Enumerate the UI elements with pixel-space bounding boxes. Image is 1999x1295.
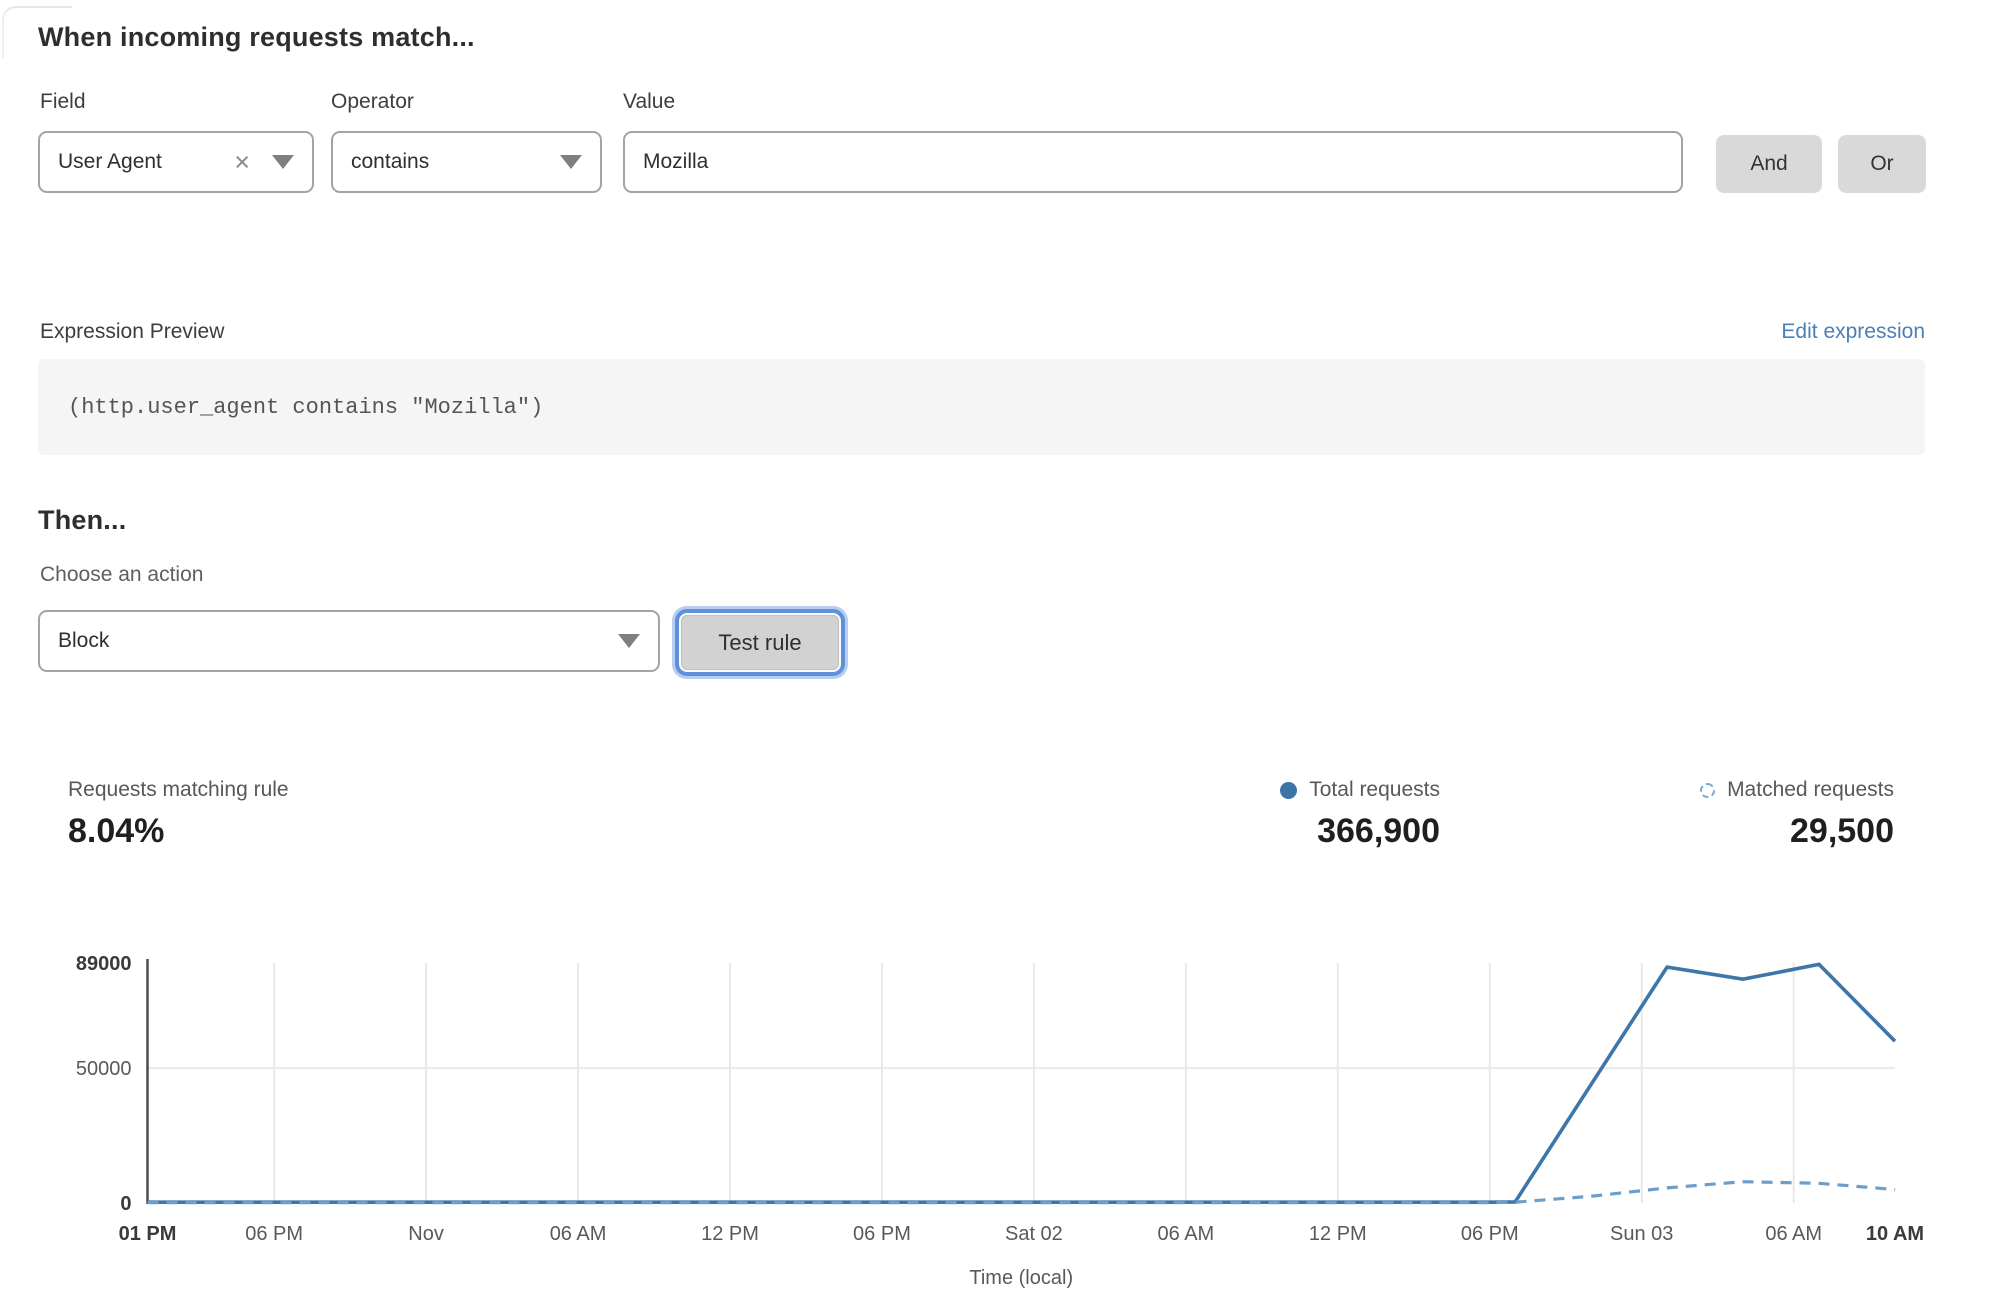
field-select-value: User Agent (58, 150, 162, 173)
svg-text:12 PM: 12 PM (701, 1223, 759, 1245)
matched-requests-stat: Matched requests 29,500 (1700, 778, 1894, 851)
and-button[interactable]: And (1716, 135, 1822, 193)
expression-preview-label: Expression Preview (40, 320, 225, 343)
matched-requests-dashed-circle-icon (1700, 782, 1716, 798)
requests-matching-stat: Requests matching rule 8.04% (68, 778, 289, 851)
value-label: Value (623, 90, 676, 113)
total-requests-stat: Total requests 366,900 (1280, 778, 1440, 851)
svg-text:Sun 03: Sun 03 (1610, 1223, 1673, 1245)
choose-action-label: Choose an action (40, 563, 204, 586)
matched-requests-value: 29,500 (1790, 812, 1894, 850)
then-section-title: Then... (38, 505, 127, 535)
matched-requests-legend[interactable]: Matched requests (1700, 778, 1894, 802)
edit-expression-link[interactable]: Edit expression (1781, 320, 1925, 343)
total-requests-dot-icon (1280, 781, 1298, 799)
svg-text:0: 0 (120, 1193, 131, 1215)
value-input[interactable] (623, 131, 1683, 193)
svg-text:12 PM: 12 PM (1309, 1223, 1367, 1245)
svg-text:06 AM: 06 AM (550, 1223, 607, 1245)
chevron-down-icon (560, 155, 582, 169)
operator-select[interactable]: contains (331, 131, 602, 193)
chevron-down-icon (272, 155, 294, 169)
field-label: Field (40, 90, 86, 113)
operator-select-value: contains (351, 150, 430, 173)
svg-text:10 AM: 10 AM (1866, 1223, 1924, 1245)
or-button[interactable]: Or (1838, 135, 1926, 193)
matched-requests-label: Matched requests (1727, 778, 1894, 801)
requests-matching-label: Requests matching rule (68, 778, 289, 801)
operator-label: Operator (331, 90, 414, 113)
action-select-value: Block (58, 629, 110, 652)
svg-text:89000: 89000 (76, 953, 132, 975)
svg-text:06 PM: 06 PM (853, 1223, 911, 1245)
field-select[interactable]: User Agent × (38, 131, 314, 193)
card-corner-border (2, 6, 72, 58)
svg-text:06 AM: 06 AM (1158, 1223, 1215, 1245)
svg-text:06 AM: 06 AM (1765, 1223, 1822, 1245)
total-requests-value: 366,900 (1317, 812, 1440, 850)
chevron-down-icon (618, 634, 640, 648)
expression-code: (http.user_agent contains "Mozilla") (68, 394, 544, 420)
svg-text:06 PM: 06 PM (1461, 1223, 1519, 1245)
requests-chart[interactable]: 0 50000 89000 01 PM 06 PM Nov 06 AM 12 PM 06 PM S… (40, 950, 1950, 1295)
svg-text:Nov: Nov (408, 1223, 444, 1245)
svg-text:50000: 50000 (76, 1058, 132, 1080)
svg-text:01 PM: 01 PM (119, 1223, 177, 1245)
match-section-title: When incoming requests match... (38, 22, 475, 52)
svg-text:Time (local): Time (local) (969, 1267, 1073, 1289)
test-rule-button[interactable]: Test rule (681, 615, 839, 670)
requests-line-chart: 0 50000 89000 01 PM 06 PM Nov 06 AM 12 PM 06 PM S… (76, 953, 1924, 1289)
svg-text:06 PM: 06 PM (245, 1223, 303, 1245)
total-requests-label: Total requests (1309, 778, 1440, 801)
action-select[interactable]: Block (38, 610, 660, 672)
svg-text:Sat 02: Sat 02 (1005, 1223, 1063, 1245)
clear-field-icon[interactable]: × (234, 146, 250, 177)
total-requests-legend[interactable]: Total requests (1280, 778, 1440, 802)
requests-matching-value: 8.04% (68, 812, 165, 850)
expression-code-block: (http.user_agent contains "Mozilla") (38, 359, 1925, 455)
